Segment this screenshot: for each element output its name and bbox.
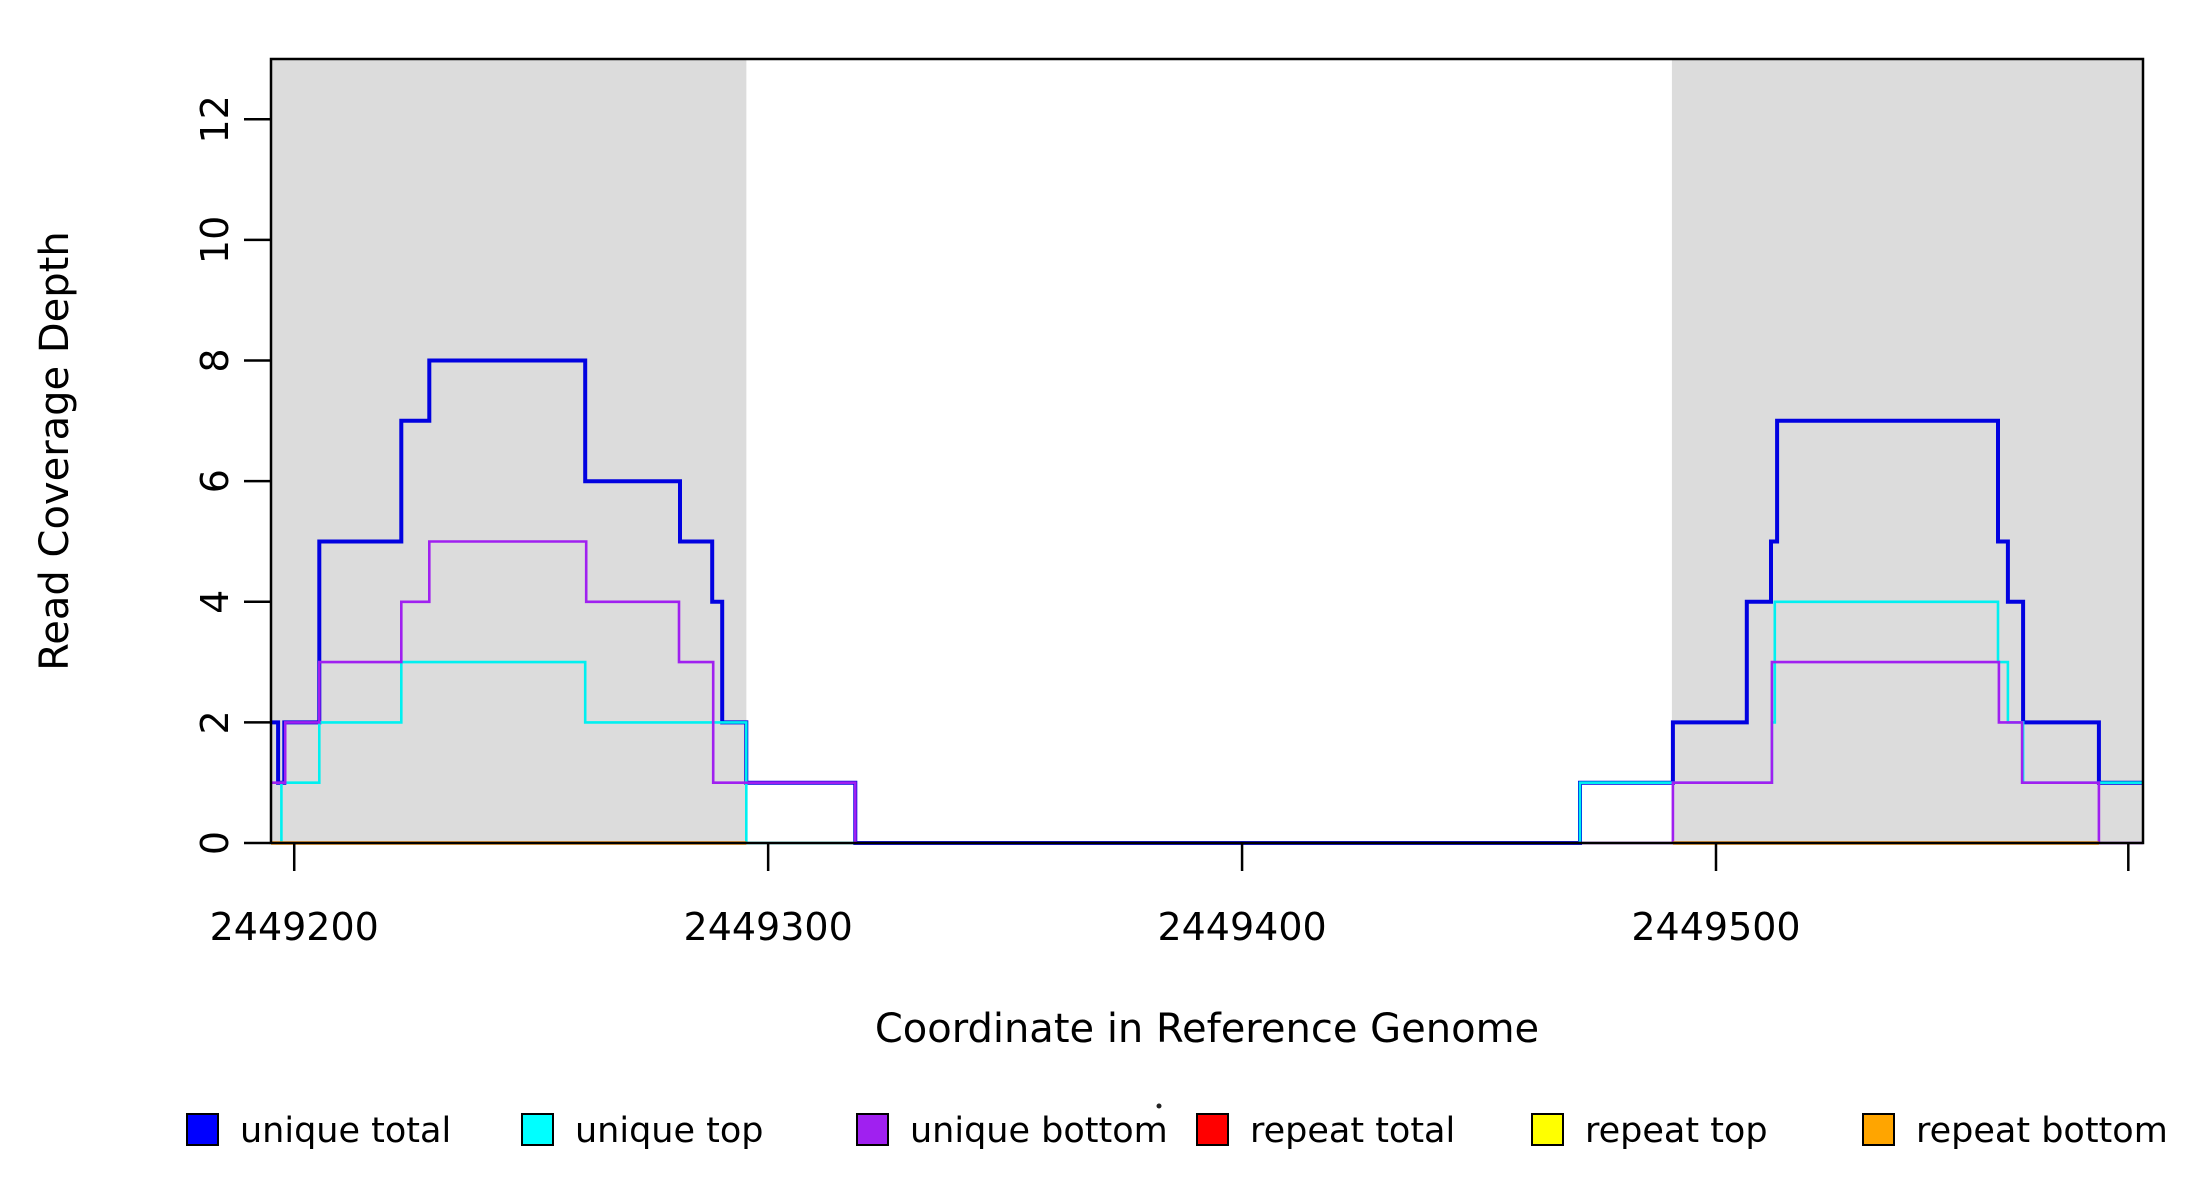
legend-item-unique-bottom: unique bottom (856, 1111, 1168, 1151)
y-tick-label: 8 (193, 348, 237, 372)
legend-item-unique-total: unique total (186, 1111, 451, 1151)
legend-swatch-unique-bottom (856, 1113, 889, 1146)
y-tick-label: 10 (193, 216, 237, 264)
y-tick-label: 12 (193, 95, 237, 143)
repeat-region-bands-layer (271, 59, 2143, 843)
series-line-unique-bottom (271, 540, 2143, 845)
axis-ticks-layer: 2449200 2449300 2449400 2449500 0 2 4 6 8 10 12 (193, 95, 2130, 949)
legend-label: unique bottom (910, 1111, 1168, 1151)
legend-label: repeat total (1250, 1111, 1455, 1151)
legend: unique total unique top unique bottom repea… (186, 1111, 2168, 1151)
legend-label: unique top (575, 1111, 764, 1151)
legend-swatch-unique-total (186, 1113, 219, 1146)
x-tick-label: 2449200 (210, 905, 379, 949)
legend-swatch-unique-top (521, 1113, 554, 1146)
x-tick-label: 2449400 (1157, 905, 1326, 949)
y-axis-title: Read Coverage Depth (32, 231, 78, 670)
legend-label: repeat bottom (1916, 1111, 2168, 1151)
x-tick-label: 2449300 (684, 905, 853, 949)
repeat-region-band (1671, 59, 2143, 843)
series-line-unique-top (271, 600, 2143, 845)
legend-swatch-repeat-top (1531, 1113, 1564, 1146)
legend-swatch-repeat-total (1196, 1113, 1229, 1146)
repeat-region-band (271, 59, 747, 843)
y-tick-label: 6 (193, 469, 237, 493)
legend-label: unique total (240, 1111, 451, 1151)
legend-item-repeat-top: repeat top (1531, 1111, 1768, 1151)
legend-item-repeat-total: repeat total (1196, 1111, 1455, 1151)
y-tick-label: 4 (193, 590, 237, 614)
plot-border (269, 57, 2145, 845)
y-tick-label: 2 (193, 710, 237, 734)
stray-mark (1156, 1103, 1162, 1109)
x-tick-label: 2449500 (1631, 905, 1800, 949)
legend-item-unique-top: unique top (521, 1111, 764, 1151)
y-tick-label: 0 (193, 831, 237, 855)
x-axis-title: Coordinate in Reference Genome (875, 1006, 1539, 1052)
plot-frame-layer (269, 57, 2145, 845)
legend-item-repeat-bottom: repeat bottom (1862, 1111, 2168, 1151)
legend-swatch-repeat-bottom (1862, 1113, 1895, 1146)
legend-label: repeat top (1585, 1111, 1768, 1151)
